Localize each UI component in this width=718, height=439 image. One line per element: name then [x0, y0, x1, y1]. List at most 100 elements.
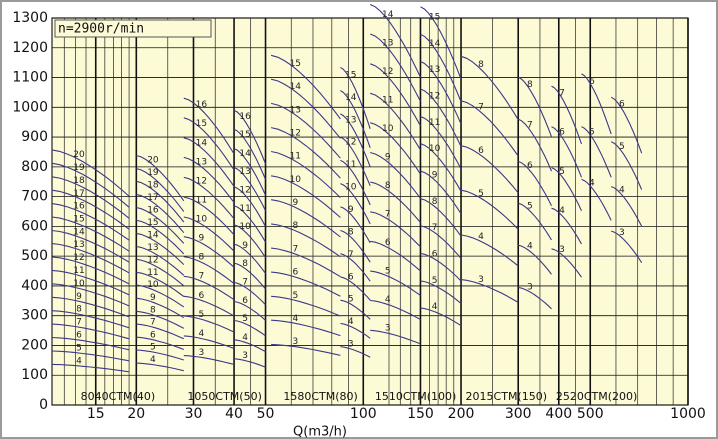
pump-curve: [51, 296, 130, 318]
stage-label: 13: [429, 65, 440, 75]
stage-label: 8: [150, 305, 156, 315]
x-axis-label: Q(m3/h): [293, 425, 347, 439]
pump-curve: [610, 186, 643, 227]
pump-curve: [581, 178, 612, 221]
pump-curve: [370, 181, 421, 223]
stage-label: 6: [242, 296, 248, 306]
stage-label: 5: [559, 167, 565, 177]
stage-label: 6: [198, 291, 204, 301]
pump-curve: [183, 275, 235, 301]
pump-curve: [581, 126, 612, 178]
pump-curve: [233, 205, 266, 243]
x-tick-label: 30: [185, 406, 203, 422]
stage-label: 7: [198, 272, 204, 282]
stage-label: 10: [73, 279, 85, 289]
pump-curve: [136, 245, 185, 276]
speed-box: [54, 19, 212, 38]
stage-label: 8: [527, 80, 533, 90]
pump-curve: [610, 141, 643, 190]
pump-curve: [271, 343, 341, 356]
pump-curve: [136, 349, 184, 361]
stage-label: 10: [382, 124, 394, 134]
stage-label: 13: [290, 105, 301, 115]
stage-label: 13: [345, 115, 356, 125]
stage-label: 8: [292, 221, 298, 231]
pump-curve: [370, 270, 421, 296]
pump-curve: [420, 61, 462, 125]
family-label: 1510CTM(100): [375, 390, 456, 403]
pump-curve: [460, 279, 519, 303]
pump-curve: [136, 219, 185, 255]
family-label: 8040CTM(40): [81, 390, 155, 403]
y-tick-label: 800: [21, 159, 48, 175]
pump-curve: [136, 258, 185, 287]
stage-label: 5: [348, 295, 354, 305]
pump-curve: [51, 176, 130, 219]
speed-note: n=2900r/min: [58, 22, 144, 37]
stage-label: 10: [429, 144, 441, 154]
pump-curve: [610, 96, 643, 154]
family-label: 2520CTM(200): [556, 390, 637, 403]
stage-label: 3: [348, 339, 354, 349]
stage-label: 19: [73, 163, 85, 173]
stage-label: 6: [76, 331, 82, 341]
y-tick-label: 600: [21, 218, 48, 234]
pump-curve: [270, 54, 341, 120]
stage-label: 12: [290, 129, 301, 139]
stage-label: 5: [76, 344, 82, 354]
pump-curve: [420, 170, 462, 214]
pump-curve: [369, 4, 421, 78]
stage-label: 10: [345, 182, 357, 192]
x-tick-label: 300: [505, 406, 532, 422]
stage-label: 4: [432, 302, 438, 312]
pump-curve: [370, 92, 421, 151]
pump-curve: [51, 350, 130, 362]
y-tick-label: 0: [39, 397, 48, 413]
pump-curve: [136, 154, 185, 202]
pump-curve: [340, 276, 371, 301]
x-tick-label: 15: [87, 406, 105, 422]
stage-label: 3: [242, 351, 248, 361]
pump-curve: [233, 300, 266, 321]
pump-curve: [270, 150, 341, 198]
family-label: 2015CTM(150): [466, 390, 547, 403]
pump-curve: [370, 240, 421, 272]
stage-label: 8: [478, 60, 484, 70]
pump-curve: [370, 151, 421, 199]
x-tick-label: 500: [577, 406, 604, 422]
stage-label: 4: [242, 333, 248, 343]
stage-label: 15: [239, 130, 250, 140]
stage-label: 6: [559, 128, 565, 138]
stage-label: 7: [150, 318, 156, 328]
x-tick-label: 1000: [670, 406, 706, 422]
stage-label: 6: [150, 330, 156, 340]
stage-label: 5: [242, 314, 248, 324]
pump-curve: [183, 335, 235, 350]
pump-curve: [183, 156, 235, 203]
pump-curve: [518, 244, 552, 275]
stage-label: 12: [196, 176, 207, 186]
pump-curve: [51, 336, 130, 351]
pump-curve: [420, 115, 462, 170]
pump-curve: [271, 319, 341, 337]
stage-label: 6: [385, 238, 391, 248]
stage-label: 5: [432, 276, 438, 286]
stage-label: 4: [292, 314, 298, 324]
pump-curve: [270, 127, 341, 179]
stage-label: 14: [429, 39, 441, 49]
y-tick-label: 300: [21, 308, 48, 324]
x-tick-label: 150: [407, 406, 434, 422]
stage-label: 9: [76, 292, 82, 302]
stage-label: 7: [242, 278, 248, 288]
pump-curve: [183, 295, 235, 317]
pump-curve: [340, 322, 371, 339]
stage-label: 6: [478, 146, 484, 156]
pump-curve: [460, 55, 519, 120]
stage-label: 13: [239, 167, 250, 177]
pump-curve: [136, 310, 185, 329]
pump-curve: [51, 189, 130, 230]
pump-curve: [340, 253, 371, 282]
pump-curve: [51, 256, 130, 285]
pump-curve: [271, 295, 341, 317]
